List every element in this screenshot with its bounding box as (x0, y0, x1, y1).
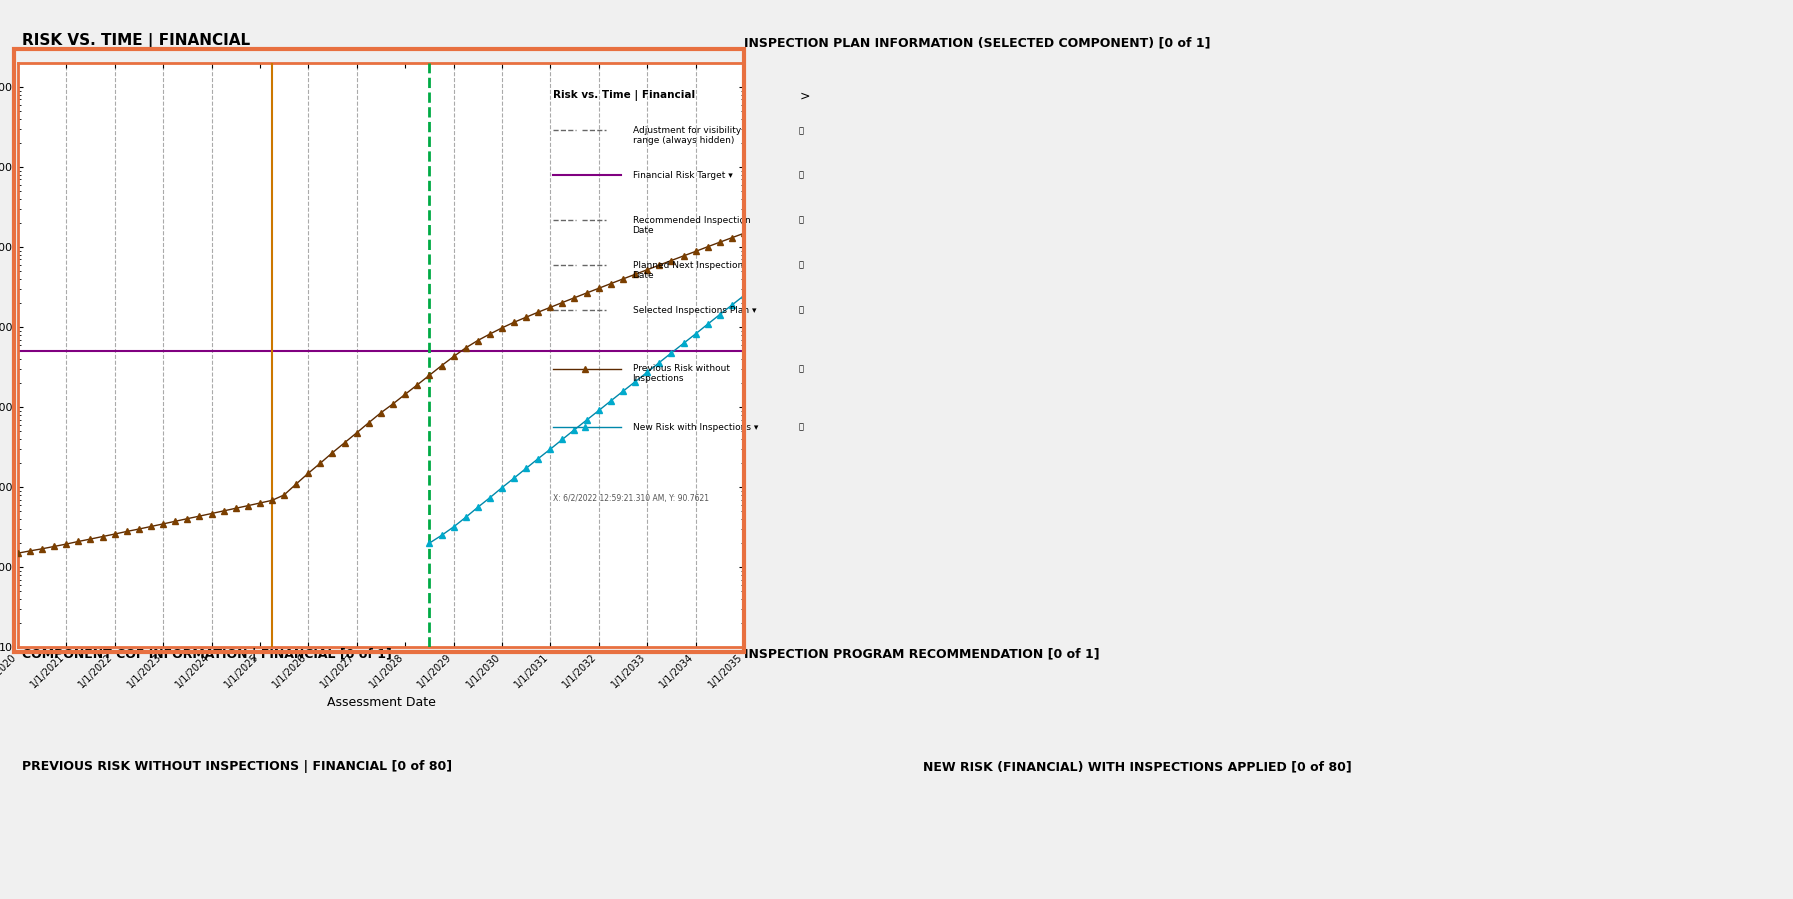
X-axis label: Assessment Date: Assessment Date (326, 696, 436, 708)
Text: INSPECTION PLAN INFORMATION (SELECTED COMPONENT) [0 of 1]: INSPECTION PLAN INFORMATION (SELECTED CO… (744, 37, 1210, 49)
Text: COMPONENT COF INFORMATION | FINANCIAL [0 of 1]: COMPONENT COF INFORMATION | FINANCIAL [0… (22, 648, 391, 661)
Text: Selected Inspections Plan ▾: Selected Inspections Plan ▾ (633, 306, 757, 315)
Text: >: > (800, 90, 810, 102)
Text: NEW RISK (FINANCIAL) WITH INSPECTIONS APPLIED [0 of 80]: NEW RISK (FINANCIAL) WITH INSPECTIONS AP… (923, 761, 1352, 773)
Text: Risk vs. Time | Financial: Risk vs. Time | Financial (552, 90, 696, 101)
Text: 👁: 👁 (798, 261, 803, 270)
Text: X: 6/2/2022 12:59:21.310 AM, Y: 90.7621: X: 6/2/2022 12:59:21.310 AM, Y: 90.7621 (552, 494, 708, 503)
Text: 👁: 👁 (798, 423, 803, 432)
Text: Recommended Inspection
Date: Recommended Inspection Date (633, 216, 749, 236)
Text: RISK VS. TIME | FINANCIAL: RISK VS. TIME | FINANCIAL (22, 33, 249, 49)
Text: Financial Risk Target ▾: Financial Risk Target ▾ (633, 171, 732, 180)
Text: New Risk with Inspections ▾: New Risk with Inspections ▾ (633, 423, 758, 432)
Text: 👁: 👁 (798, 216, 803, 225)
Text: Adjustment for visibility
range (always hidden): Adjustment for visibility range (always … (633, 126, 741, 146)
Text: Planned Next Inspection
Date: Planned Next Inspection Date (633, 261, 742, 280)
Text: 👁: 👁 (798, 171, 803, 180)
Text: 👁: 👁 (798, 306, 803, 315)
Text: Previous Risk without
Inspections: Previous Risk without Inspections (633, 364, 730, 384)
Text: INSPECTION PROGRAM RECOMMENDATION [0 of 1]: INSPECTION PROGRAM RECOMMENDATION [0 of … (744, 648, 1099, 661)
Text: PREVIOUS RISK WITHOUT INSPECTIONS | FINANCIAL [0 of 80]: PREVIOUS RISK WITHOUT INSPECTIONS | FINA… (22, 761, 452, 773)
Text: 👁: 👁 (798, 126, 803, 135)
Text: 👁: 👁 (798, 364, 803, 373)
